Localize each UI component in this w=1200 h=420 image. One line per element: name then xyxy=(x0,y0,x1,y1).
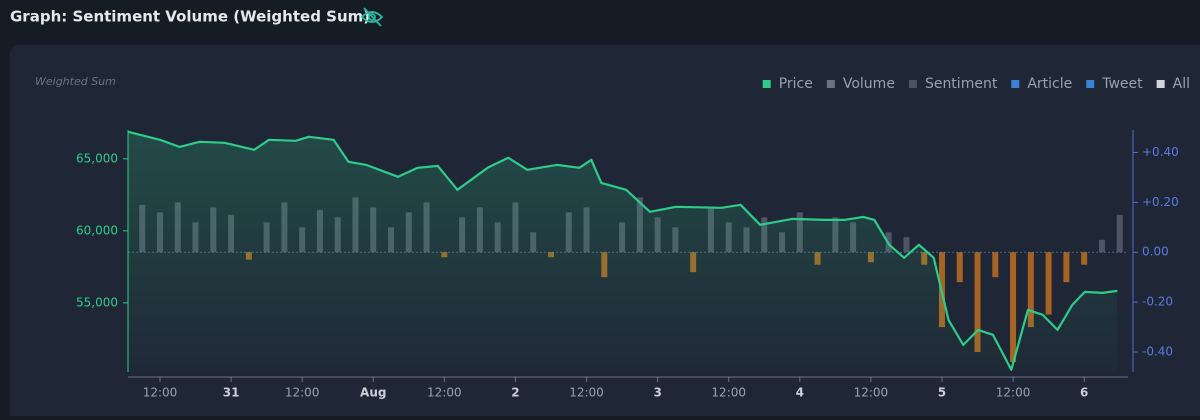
sentiment-bar xyxy=(1098,239,1105,253)
x-tick-label: 12:00 xyxy=(427,386,462,400)
y2-tick-label: +0.20 xyxy=(1142,195,1179,209)
x-tick-label: 2 xyxy=(511,386,519,400)
legend-label[interactable]: Tweet xyxy=(1101,76,1143,92)
legend-swatch xyxy=(1086,80,1095,88)
x-tick-label: 12:00 xyxy=(143,386,178,400)
legend-label[interactable]: Article xyxy=(1027,76,1072,92)
y-tick-label: 60,000 xyxy=(76,223,118,237)
x-tick-label: 3 xyxy=(653,386,661,400)
sentiment-bar xyxy=(992,252,999,278)
x-tick-label: 4 xyxy=(796,386,804,400)
legend-swatch xyxy=(1011,80,1020,88)
price-area xyxy=(128,131,1118,372)
y-tick-label: 65,000 xyxy=(76,151,118,165)
sentiment-bar xyxy=(1027,252,1034,328)
sentiment-bar xyxy=(903,237,910,253)
x-tick-label: 12:00 xyxy=(996,386,1031,400)
x-tick-label: 6 xyxy=(1080,386,1088,400)
x-tick-label: Aug xyxy=(360,386,386,400)
x-tick-label: 5 xyxy=(938,386,946,400)
sentiment-bar xyxy=(974,252,981,353)
legend-swatch xyxy=(1156,80,1165,88)
x-tick-label: 12:00 xyxy=(569,386,604,400)
legend-swatch xyxy=(908,80,917,88)
sentiment-bar xyxy=(1081,252,1088,265)
x-tick-label: 31 xyxy=(223,386,240,400)
legend-label[interactable]: Price xyxy=(779,76,813,92)
y2-tick-label: -0.40 xyxy=(1142,345,1173,359)
y-axis-label: Weighted Sum xyxy=(35,75,116,88)
legend-label[interactable]: Volume xyxy=(843,76,895,92)
chart-title: Graph: Sentiment Volume (Weighted Sum) xyxy=(10,8,370,26)
sentiment-bar xyxy=(1063,252,1070,283)
x-tick-label: 12:00 xyxy=(285,386,320,400)
sentiment-bar xyxy=(956,252,963,283)
sentiment-bar xyxy=(1116,214,1123,253)
sentiment-bar xyxy=(1045,252,1052,315)
y2-tick-label: 0.00 xyxy=(1142,245,1169,259)
hide-icon[interactable] xyxy=(360,7,384,27)
x-tick-label: 12:00 xyxy=(854,386,889,400)
y-tick-label: 55,000 xyxy=(76,295,118,309)
legend-swatch xyxy=(762,80,771,88)
pupil xyxy=(368,13,376,21)
price-line xyxy=(127,130,1118,371)
x-tick-label: 12:00 xyxy=(711,386,746,400)
slash xyxy=(363,7,382,27)
sentiment-bar xyxy=(1010,252,1017,363)
legend-label[interactable]: All xyxy=(1173,76,1190,92)
y2-tick-label: +0.40 xyxy=(1142,145,1179,159)
y2-tick-label: -0.20 xyxy=(1142,295,1173,309)
legend-swatch xyxy=(826,80,835,88)
legend-label[interactable]: Sentiment xyxy=(925,76,998,92)
